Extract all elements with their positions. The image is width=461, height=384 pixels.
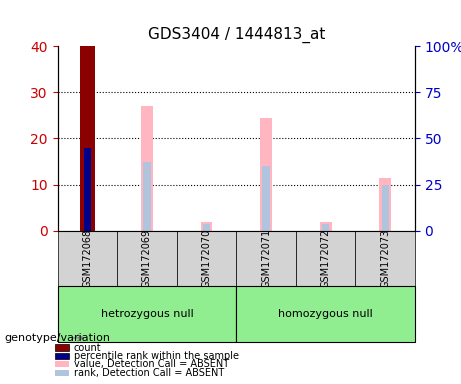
Bar	[80, 46, 95, 231]
Bar	[260, 118, 272, 231]
Bar	[143, 162, 150, 231]
Bar	[84, 148, 91, 231]
FancyBboxPatch shape	[58, 286, 236, 342]
Bar	[382, 185, 389, 231]
Text: homozygous null: homozygous null	[278, 309, 373, 319]
Bar	[203, 224, 210, 231]
FancyBboxPatch shape	[58, 231, 117, 286]
Text: hetrozygous null: hetrozygous null	[100, 309, 193, 319]
Text: count: count	[74, 343, 101, 353]
Text: rank, Detection Call = ABSENT: rank, Detection Call = ABSENT	[74, 368, 224, 378]
FancyBboxPatch shape	[177, 231, 236, 286]
Text: GSM172070: GSM172070	[201, 229, 212, 288]
Text: GSM172072: GSM172072	[320, 229, 331, 288]
Text: GSM172068: GSM172068	[83, 229, 92, 288]
FancyBboxPatch shape	[296, 231, 355, 286]
Text: GSM172069: GSM172069	[142, 229, 152, 288]
Text: value, Detection Call = ABSENT: value, Detection Call = ABSENT	[74, 359, 229, 369]
Bar	[201, 222, 213, 231]
Text: GSM172071: GSM172071	[261, 229, 271, 288]
FancyBboxPatch shape	[236, 231, 296, 286]
Bar	[262, 166, 270, 231]
Text: GSM172073: GSM172073	[380, 229, 390, 288]
Bar	[141, 106, 153, 231]
Bar	[322, 224, 329, 231]
Bar	[319, 222, 331, 231]
Text: percentile rank within the sample: percentile rank within the sample	[74, 351, 239, 361]
FancyBboxPatch shape	[355, 231, 415, 286]
Bar	[379, 178, 391, 231]
FancyBboxPatch shape	[117, 231, 177, 286]
FancyBboxPatch shape	[236, 286, 415, 342]
Title: GDS3404 / 1444813_at: GDS3404 / 1444813_at	[148, 27, 325, 43]
Text: genotype/variation: genotype/variation	[5, 333, 111, 343]
